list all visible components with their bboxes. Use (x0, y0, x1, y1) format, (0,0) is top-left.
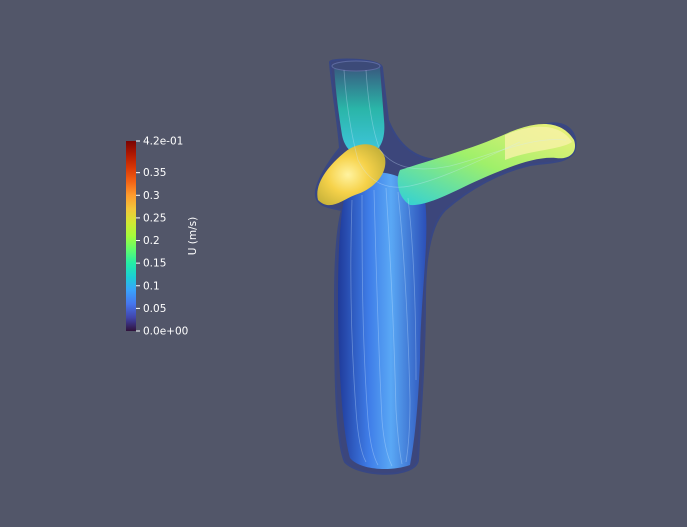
upper-vessel-segment (331, 60, 385, 156)
main-vessel-trunk (338, 172, 427, 470)
streamlines (343, 69, 567, 467)
left-bulb-region (317, 144, 386, 206)
right-branch-vessel (397, 123, 576, 206)
